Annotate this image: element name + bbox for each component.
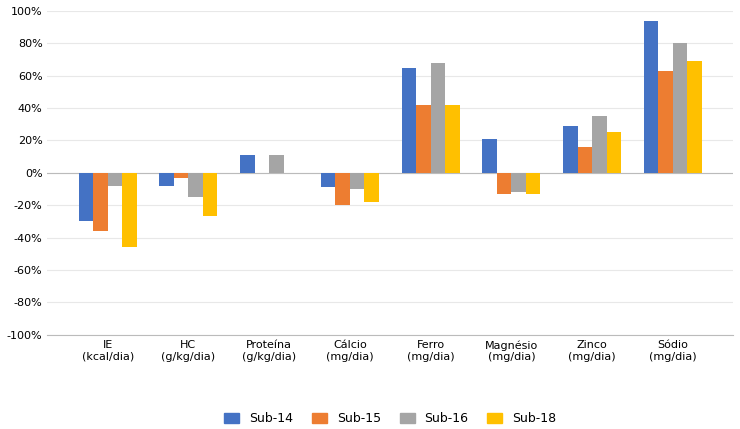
Bar <box>269 155 283 173</box>
Bar <box>431 63 445 173</box>
Bar <box>511 173 526 192</box>
Bar <box>364 173 379 202</box>
Bar <box>122 173 137 247</box>
Bar <box>240 155 255 173</box>
Bar <box>416 105 431 173</box>
Bar <box>203 173 218 217</box>
Bar <box>189 173 203 197</box>
Bar <box>78 173 93 221</box>
Bar <box>107 173 122 186</box>
Bar <box>644 21 659 173</box>
Bar <box>159 173 174 186</box>
Bar <box>526 173 540 194</box>
Bar <box>592 116 607 173</box>
Bar <box>673 43 687 173</box>
Bar <box>174 173 189 178</box>
Bar <box>321 173 335 187</box>
Bar <box>659 71 673 173</box>
Bar <box>482 139 497 173</box>
Bar <box>445 105 460 173</box>
Bar <box>402 68 416 173</box>
Bar <box>350 173 364 189</box>
Bar <box>607 132 621 173</box>
Bar <box>497 173 511 194</box>
Legend: Sub-14, Sub-15, Sub-16, Sub-18: Sub-14, Sub-15, Sub-16, Sub-18 <box>224 412 556 425</box>
Bar <box>335 173 350 205</box>
Bar <box>687 61 702 173</box>
Bar <box>577 147 592 173</box>
Bar <box>93 173 107 231</box>
Bar <box>563 126 577 173</box>
